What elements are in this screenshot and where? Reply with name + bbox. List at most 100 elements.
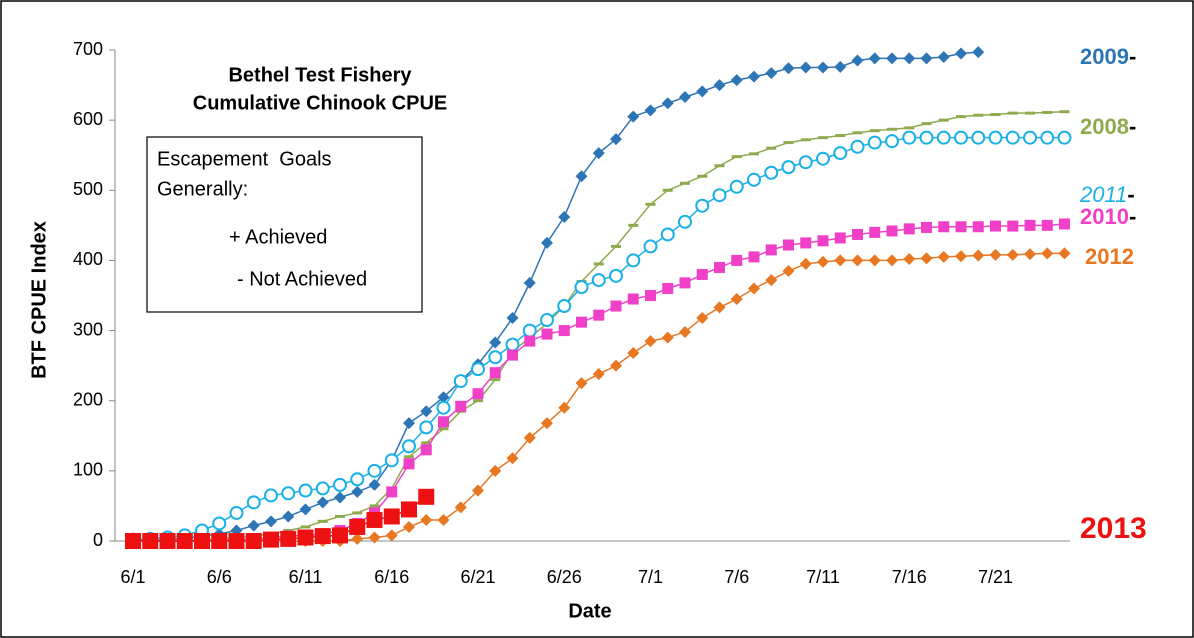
marker (661, 97, 674, 110)
x-tick-label: 6/1 (120, 567, 145, 587)
marker (540, 313, 554, 328)
marker (1023, 130, 1037, 145)
marker (627, 293, 639, 305)
marker (473, 399, 483, 403)
marker (297, 529, 314, 546)
marker (212, 516, 227, 531)
marker (868, 254, 881, 267)
marker (921, 122, 932, 126)
marker (731, 155, 742, 159)
marker (383, 508, 400, 525)
x-tick-label: 7/16 (892, 567, 927, 587)
marker (436, 400, 451, 415)
marker (869, 226, 881, 238)
marker (662, 282, 674, 294)
marker (852, 228, 863, 240)
marker (937, 51, 950, 64)
marker (887, 127, 897, 131)
marker (472, 484, 484, 497)
marker (314, 528, 331, 545)
marker (954, 130, 968, 145)
marker (247, 519, 260, 532)
marker (868, 52, 881, 65)
marker (334, 491, 346, 504)
marker (696, 311, 709, 324)
x-tick-label: 6/26 (547, 567, 582, 587)
series-suffix: - (1129, 204, 1136, 229)
marker (989, 248, 1002, 261)
marker (351, 485, 364, 498)
marker (851, 54, 864, 67)
marker (748, 251, 760, 263)
marker (679, 277, 691, 289)
marker (936, 130, 951, 145)
marker (610, 133, 622, 146)
marker (886, 225, 898, 237)
marker (591, 273, 606, 288)
marker (489, 336, 502, 349)
marker (300, 525, 311, 529)
marker (799, 61, 812, 74)
marker (903, 253, 916, 266)
y-tick-label: 300 (73, 319, 103, 339)
series-suffix: - (1127, 182, 1134, 207)
marker (885, 134, 899, 149)
marker (817, 235, 829, 247)
marker (1041, 247, 1054, 260)
x-tick-label: 6/6 (207, 567, 232, 587)
marker (592, 147, 605, 160)
marker (730, 293, 743, 306)
annotation: + Achieved (229, 226, 327, 248)
marker (557, 299, 572, 314)
marker (453, 374, 468, 389)
marker (833, 146, 848, 161)
marker (593, 309, 605, 321)
marker (972, 46, 985, 59)
marker (903, 52, 916, 65)
marker (1025, 111, 1035, 115)
marker (644, 335, 657, 348)
marker (920, 52, 933, 65)
marker (749, 152, 759, 156)
marker (282, 510, 295, 523)
marker (299, 503, 312, 516)
marker (798, 155, 813, 170)
marker (142, 533, 159, 549)
marker (1040, 130, 1055, 145)
marker (973, 113, 984, 117)
marker (886, 52, 898, 65)
marker (765, 274, 778, 287)
marker (350, 472, 365, 487)
marker (1006, 248, 1019, 261)
marker (990, 113, 1001, 117)
marker (782, 264, 795, 277)
y-tick-label: 400 (73, 249, 103, 269)
marker (541, 236, 553, 249)
marker (403, 520, 415, 533)
marker (764, 165, 779, 180)
marker (421, 441, 432, 445)
marker (159, 533, 176, 549)
marker (920, 252, 933, 265)
marker (783, 141, 794, 145)
marker (333, 477, 347, 492)
marker (611, 244, 621, 248)
marker (228, 533, 245, 549)
marker (955, 250, 967, 263)
marker (283, 528, 294, 532)
marker (593, 262, 604, 266)
marker (835, 134, 846, 138)
marker (919, 130, 934, 145)
marker (368, 478, 381, 491)
series-label: 2013 (1080, 512, 1147, 545)
y-tick-label: 500 (73, 179, 103, 199)
marker (576, 316, 587, 328)
marker (263, 531, 279, 548)
marker (419, 420, 434, 435)
marker (1059, 110, 1070, 114)
marker (834, 60, 847, 73)
marker (522, 323, 537, 338)
marker (402, 439, 416, 454)
marker (386, 486, 398, 498)
marker (988, 130, 1003, 145)
